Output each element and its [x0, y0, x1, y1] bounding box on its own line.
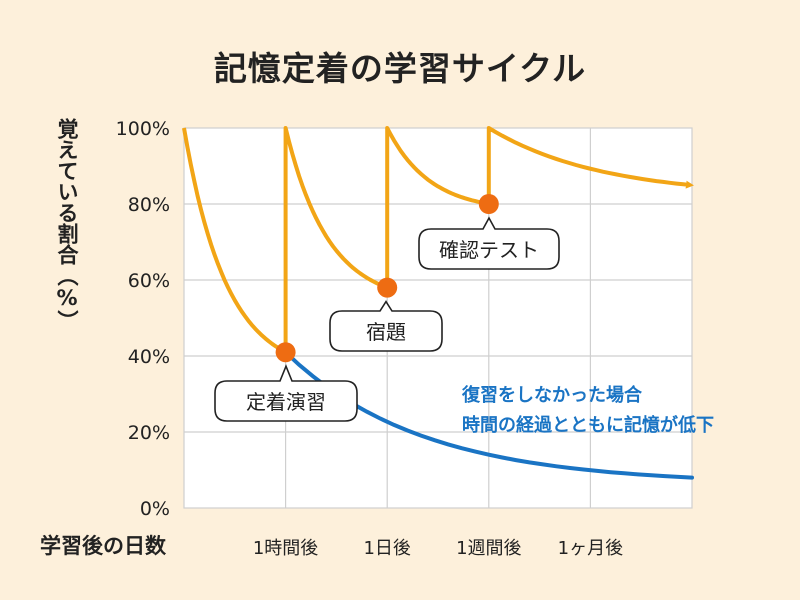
y-tick-label: 80%	[128, 194, 170, 216]
callout-label: 定着演習	[246, 390, 326, 414]
series-line-review	[182, 126, 694, 355]
x-axis-label: 学習後の日数	[40, 534, 166, 558]
x-tick-label: 1日後	[363, 538, 410, 559]
y-tick-label: 20%	[128, 422, 170, 444]
callout-label: 確認テスト	[439, 238, 539, 262]
callout-box	[214, 364, 358, 422]
chart-title: 記憶定着の学習サイクル	[213, 49, 587, 88]
plot-area	[183, 127, 693, 509]
x-tick-label: 1時間後	[253, 538, 318, 559]
y-tick-label: 100%	[116, 118, 170, 140]
x-tick-label: 1ヶ月後	[558, 538, 623, 559]
y-tick-label: 0%	[140, 498, 170, 520]
y-tick-label: 40%	[128, 346, 170, 368]
y-axis-label: 覚えている割合（%）	[55, 118, 79, 331]
review-point-marker	[275, 342, 296, 363]
callout-box	[329, 300, 443, 352]
no-review-annotation: 復習をしなかった場合	[461, 384, 643, 406]
callout-label: 宿題	[366, 320, 406, 344]
review-point-marker	[478, 194, 499, 214]
review-point-marker	[377, 277, 398, 298]
x-tick-label: 1週間後	[456, 538, 521, 559]
callout-box	[418, 216, 560, 270]
no-review-annotation: 時間の経過とともに記憶が低下	[462, 414, 714, 436]
y-tick-label: 60%	[128, 270, 170, 292]
